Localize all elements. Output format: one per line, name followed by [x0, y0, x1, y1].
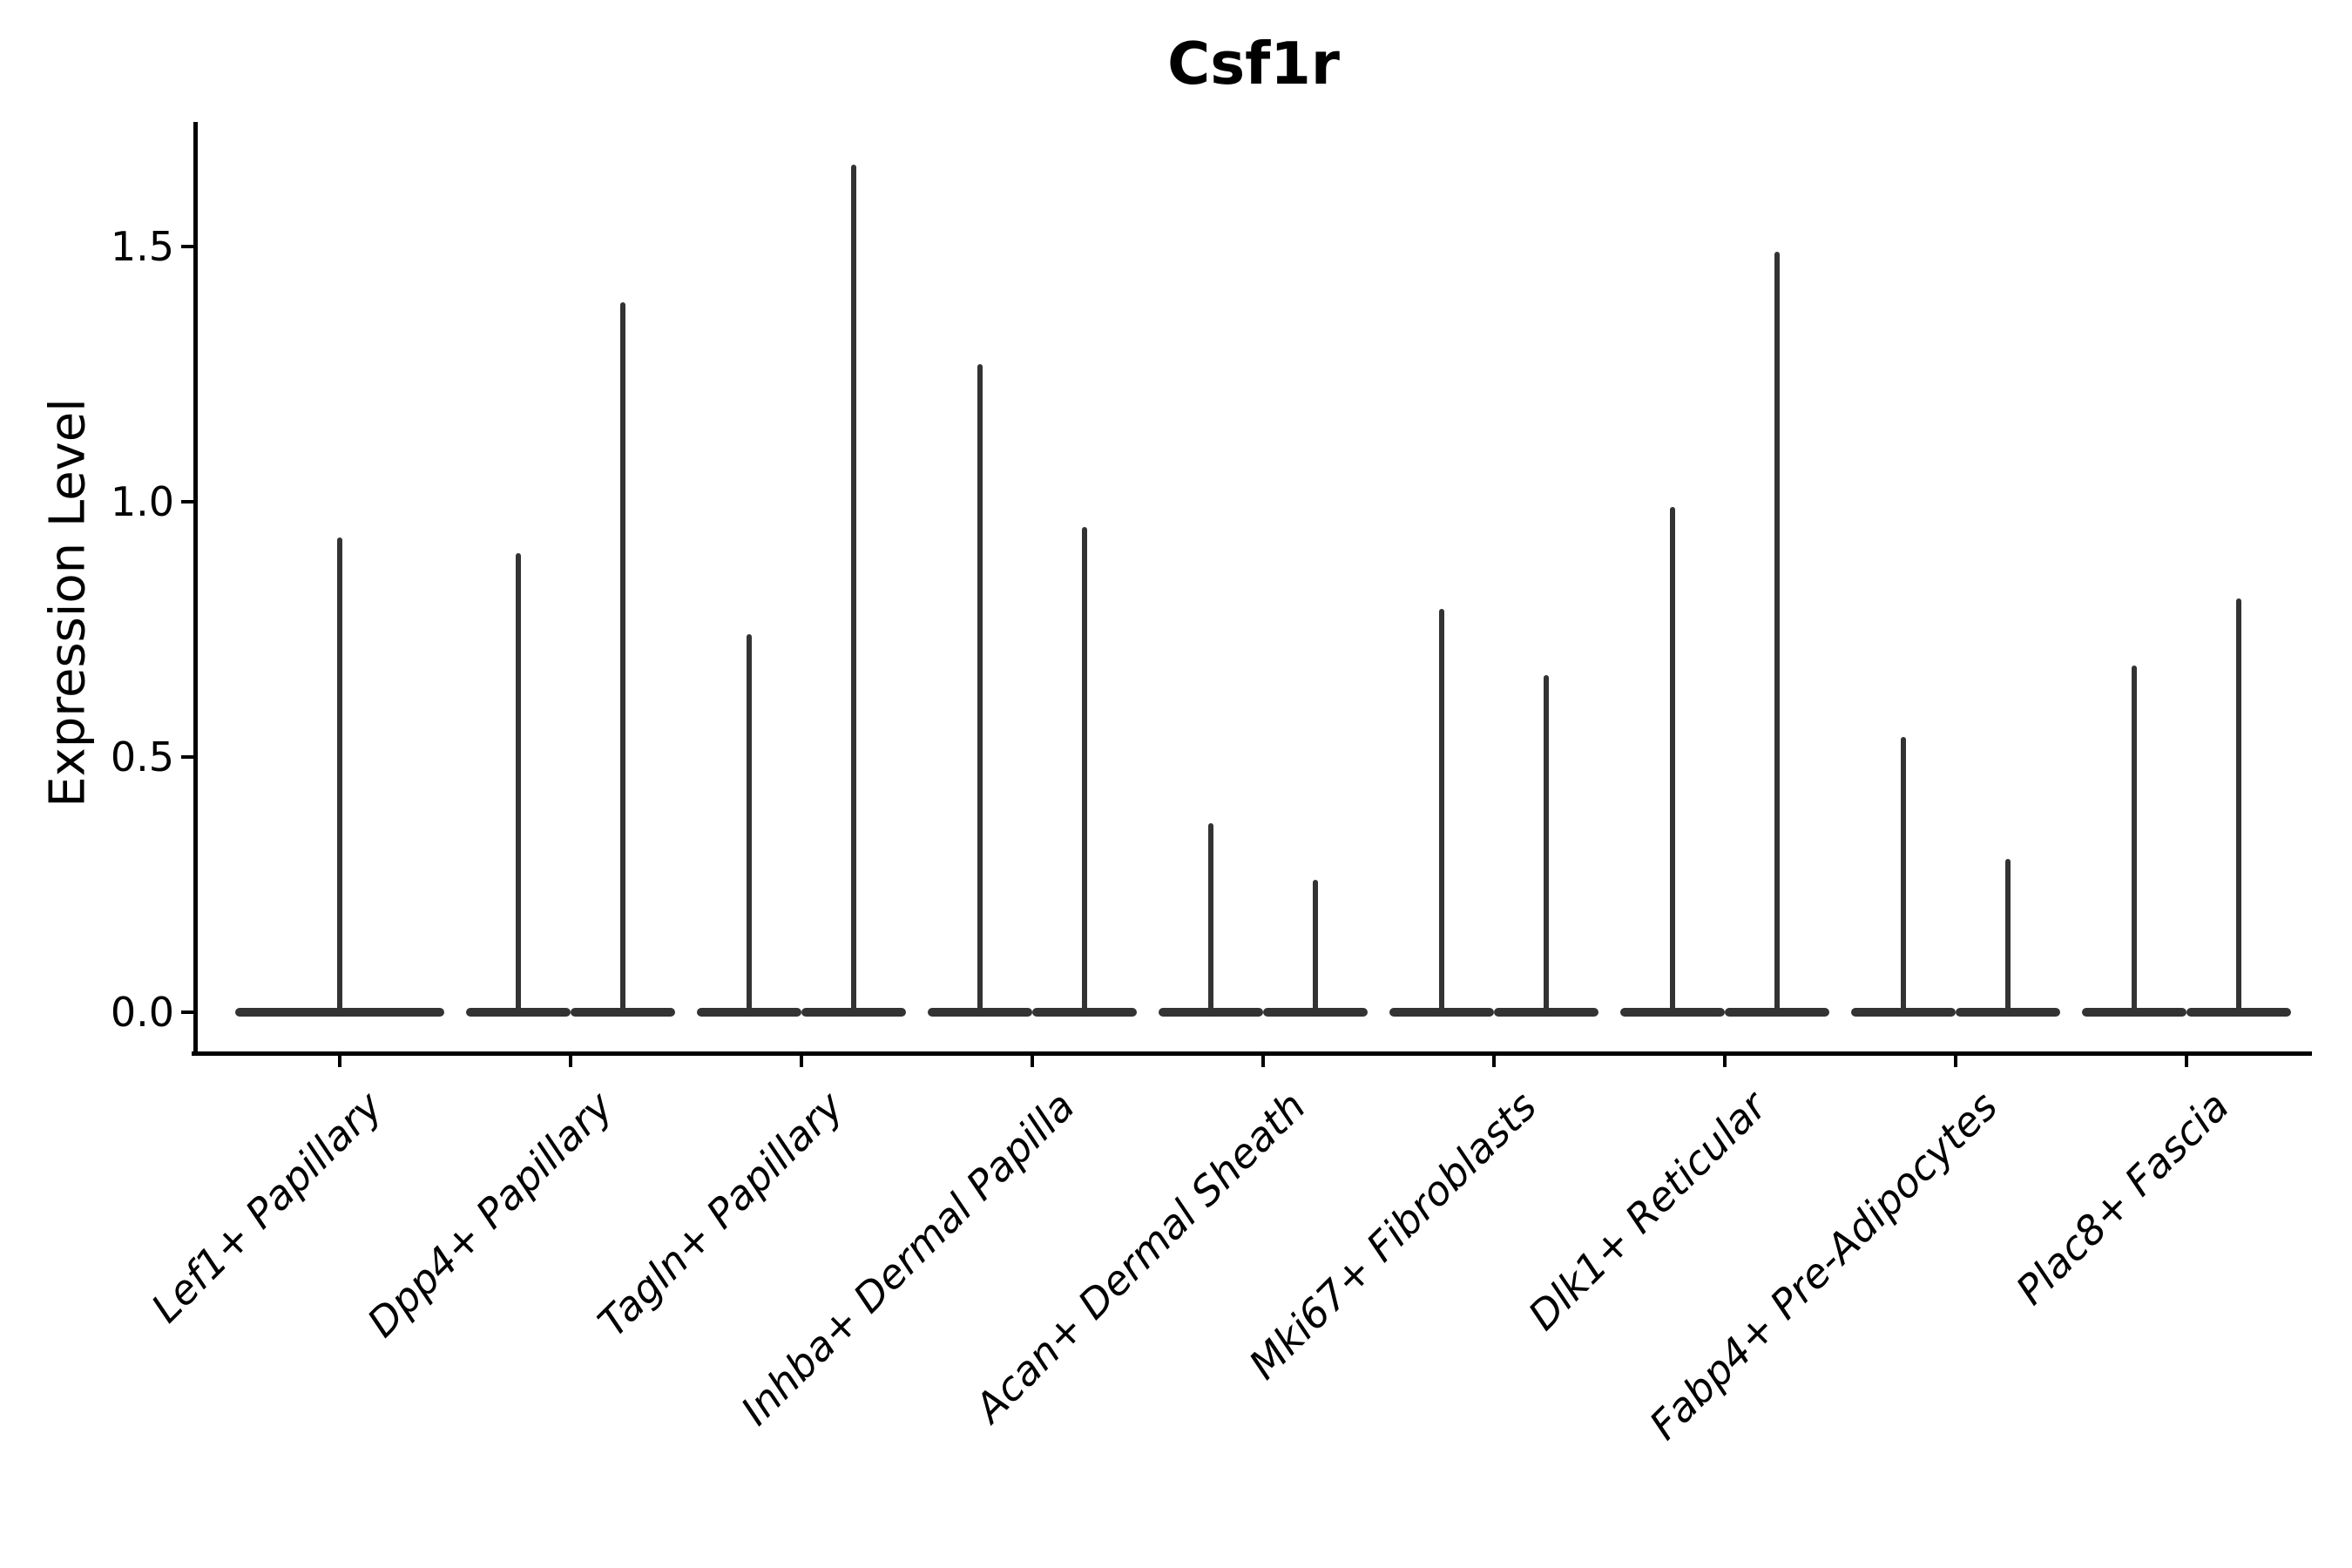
x-tick-label: Dpp4+ Papillary — [358, 1082, 622, 1347]
violin-spike — [1544, 675, 1549, 1017]
violin-spike — [620, 302, 625, 1017]
x-tick — [1261, 1053, 1265, 1067]
violin-spike — [2005, 859, 2011, 1017]
violin-spike — [1208, 823, 1213, 1017]
y-axis-spine — [193, 122, 198, 1056]
x-tick — [1031, 1053, 1034, 1067]
y-tick-label: 0.5 — [110, 733, 174, 781]
x-tick — [1954, 1053, 1957, 1067]
violin-spike — [1439, 609, 1444, 1017]
violin-spike — [851, 165, 856, 1017]
violin-spike — [977, 363, 983, 1017]
chart-title: Csf1r — [1167, 30, 1340, 98]
y-tick-label: 0.0 — [110, 989, 174, 1036]
violin-spike — [1313, 879, 1318, 1017]
x-tick — [1723, 1053, 1727, 1067]
violin-spike — [337, 537, 342, 1017]
x-tick — [800, 1053, 803, 1067]
violin-spike — [516, 552, 521, 1017]
y-tick — [181, 755, 194, 759]
violin-spike — [747, 634, 752, 1017]
x-tick — [1492, 1053, 1496, 1067]
y-tick — [181, 1010, 194, 1014]
x-tick — [569, 1053, 572, 1067]
x-axis-spine — [192, 1051, 2312, 1056]
violin-spike — [1082, 527, 1087, 1017]
x-tick-label: Tagln+ Papillary — [589, 1082, 853, 1346]
x-tick — [338, 1053, 341, 1067]
violin-spike — [1774, 251, 1780, 1017]
violin-spike — [2236, 598, 2241, 1017]
x-tick-label: Lef1+ Papillary — [141, 1082, 391, 1332]
y-tick — [181, 500, 194, 504]
x-tick-label: Dlk1+ Reticular — [1519, 1082, 1776, 1340]
y-tick — [181, 245, 194, 248]
violin-spike — [1901, 736, 1906, 1017]
y-tick-label: 1.0 — [110, 478, 174, 525]
x-tick-label: Plac8+ Fascia — [2006, 1082, 2238, 1314]
violin-spike — [1670, 506, 1675, 1017]
y-tick-label: 1.5 — [110, 223, 174, 270]
violin-spike — [2132, 665, 2137, 1017]
x-tick — [2185, 1053, 2188, 1067]
